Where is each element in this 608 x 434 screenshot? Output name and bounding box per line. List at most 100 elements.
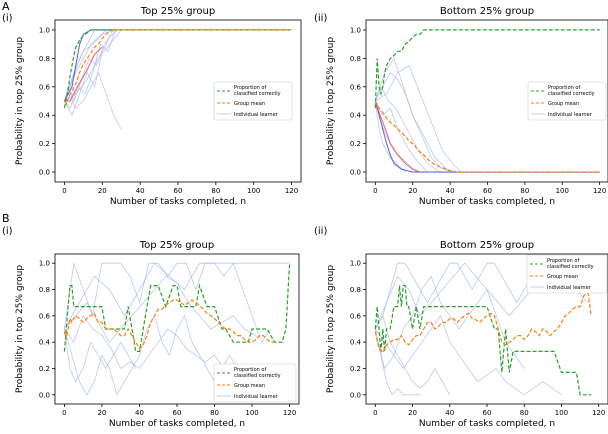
y-tick-label: 0.8 — [350, 286, 361, 294]
individual-learner-line — [374, 100, 406, 173]
legend-label-individual: Individual learner — [547, 285, 592, 291]
legend-label-proportion: Proportion of classified correctly — [548, 85, 595, 97]
proportion-line — [374, 29, 600, 109]
x-tick-label: 20 — [97, 409, 106, 417]
y-tick-label: 0.4 — [39, 339, 51, 347]
x-tick-label: 20 — [408, 187, 417, 195]
individual-learner-line — [64, 262, 290, 330]
y-tick-label: 0.0 — [39, 169, 50, 177]
group-mean-line — [374, 287, 592, 354]
legend-label-line: classified correctly — [234, 373, 281, 379]
chart-top-group-a: 0 20 40 60 80 100 120 0.0 0.2 0.4 0.6 0.8 1.0 Top 25%… — [15, 6, 302, 207]
group-mean-line — [374, 100, 600, 173]
proportion-line — [63, 263, 291, 352]
y-tick-label: 0.8 — [39, 286, 50, 294]
x-tick-label: 60 — [483, 409, 492, 417]
chart-title: Bottom 25% group — [440, 6, 534, 17]
legend-label-line: Proportion of — [548, 85, 580, 91]
x-tick-label: 120 — [283, 409, 296, 417]
x-tick-label: 120 — [285, 187, 298, 195]
legend-label-line: Proportion of — [547, 258, 579, 264]
chart-title: Bottom 25% group — [440, 240, 534, 251]
individual-learner-line — [64, 29, 115, 103]
y-tick-label: 0.4 — [350, 339, 362, 347]
x-tick-label: 120 — [592, 409, 605, 417]
legend-box — [213, 363, 297, 403]
legend-box — [213, 81, 293, 121]
individual-learner-line — [64, 29, 116, 109]
chart-bottom-group-b: 0 20 40 60 80 100 120 0.0 0.2 0.4 0.6 0.8 1.0 Bottom … — [326, 240, 608, 429]
highlighted-learner-line — [374, 100, 600, 173]
x-tick-label: 100 — [247, 187, 260, 195]
individual-learner-line — [374, 314, 451, 395]
group-mean-line — [64, 29, 292, 106]
proportion-line — [63, 29, 292, 109]
legend-label-individual: Individual learner — [234, 112, 279, 118]
y-tick-label: 0.8 — [350, 55, 361, 63]
individual-learner-line — [374, 328, 420, 396]
individual-learner-line — [374, 100, 428, 173]
y-tick-label: 0.6 — [350, 83, 362, 91]
highlighted-learner-line — [374, 100, 421, 173]
chart-title: Top 25% group — [139, 240, 215, 251]
individual-learner-line — [64, 314, 260, 396]
x-tick-label: 40 — [446, 187, 455, 195]
panel-label-b-i: (i) — [2, 226, 13, 237]
x-axis-label: Number of tasks completed, n — [109, 419, 245, 429]
x-tick-label: 100 — [555, 409, 568, 417]
proportion-line — [374, 285, 592, 396]
x-tick-label: 0 — [62, 409, 66, 417]
highlighted-learner-line — [64, 46, 103, 102]
individual-learner-line — [374, 71, 458, 173]
x-tick-label: 60 — [483, 187, 492, 195]
y-tick-label: 0.4 — [350, 112, 362, 120]
individual-learner-line — [374, 85, 441, 173]
y-tick-label: 0.0 — [350, 169, 361, 177]
panel-label-a-ii: (ii) — [314, 13, 327, 24]
legend-box — [527, 81, 607, 121]
chart-title: Top 25% group — [140, 6, 216, 17]
x-tick-label: 80 — [520, 187, 529, 195]
section-label-a: A — [2, 0, 10, 13]
legend-label-individual: Individual learner — [548, 112, 593, 118]
legend-label-mean: Group mean — [548, 101, 579, 107]
y-tick-label: 1.0 — [39, 26, 50, 34]
x-tick-label: 100 — [556, 187, 569, 195]
y-tick-label: 1.0 — [350, 260, 361, 268]
y-tick-label: 0.2 — [39, 140, 50, 148]
x-tick-label: 0 — [373, 409, 377, 417]
x-tick-label: 60 — [173, 409, 182, 417]
y-tick-label: 0.0 — [39, 391, 50, 399]
individual-learner-line — [64, 29, 122, 102]
individual-learner-line — [374, 57, 451, 173]
x-tick-label: 40 — [445, 409, 454, 417]
x-tick-label: 60 — [174, 187, 183, 195]
legend-label-proportion: Proportion of classified correctly — [234, 85, 281, 97]
x-tick-label: 0 — [62, 187, 66, 195]
legend-label-mean: Group mean — [234, 383, 265, 389]
individual-learner-line — [64, 328, 137, 383]
legend-label-individual: Individual learner — [234, 394, 279, 400]
individual-learner-line — [64, 29, 122, 102]
legend-label-line: classified correctly — [234, 91, 281, 97]
x-tick-label: 100 — [245, 409, 258, 417]
legend-label-line: Proportion of — [234, 367, 266, 373]
x-tick-label: 40 — [135, 409, 144, 417]
plot-area — [374, 29, 600, 173]
x-tick-label: 20 — [98, 187, 107, 195]
individual-learner-line — [375, 64, 462, 173]
y-tick-label: 0.6 — [39, 312, 51, 320]
legend-label-line: classified correctly — [547, 264, 594, 270]
y-tick-label: 1.0 — [350, 26, 361, 34]
y-tick-label: 0.4 — [39, 112, 51, 120]
panel-label-b-ii: (ii) — [314, 226, 327, 237]
y-tick-label: 0.6 — [39, 83, 51, 91]
y-axis-label: Probability in top 25% group — [326, 37, 336, 165]
y-tick-label: 0.8 — [39, 55, 50, 63]
y-tick-label: 0.0 — [350, 391, 361, 399]
y-tick-label: 0.2 — [350, 140, 361, 148]
y-axis-label: Probability in top 25% group — [15, 265, 25, 393]
y-tick-label: 0.6 — [350, 312, 362, 320]
section-label-b: B — [2, 212, 10, 225]
